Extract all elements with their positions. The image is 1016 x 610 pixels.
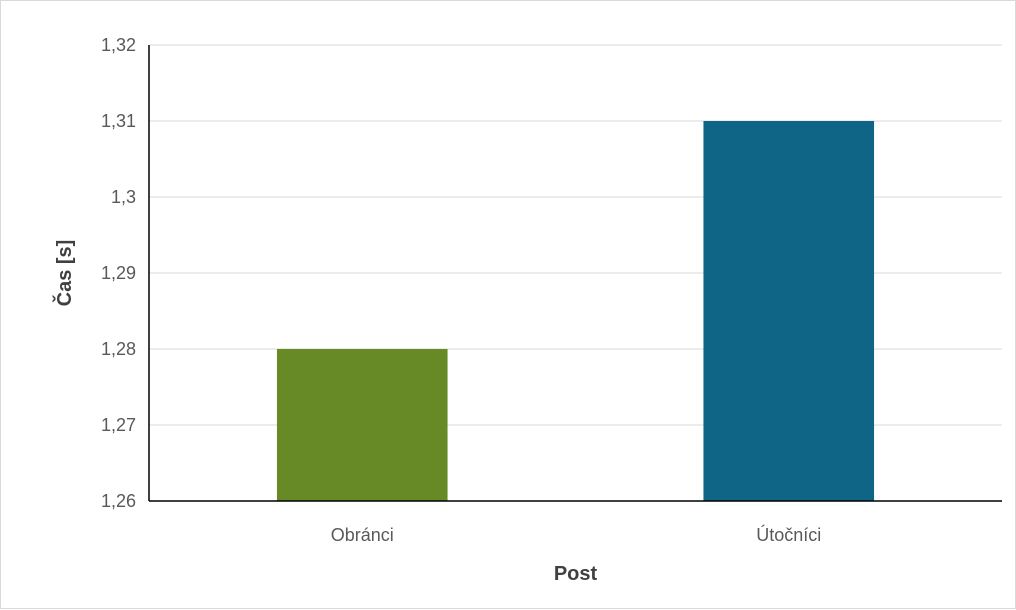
x-axis-title: Post bbox=[554, 563, 598, 585]
y-tick-label: 1,3 bbox=[111, 187, 136, 207]
y-axis-title: Čas [s] bbox=[52, 240, 76, 307]
y-tick-label: 1,27 bbox=[101, 415, 136, 435]
y-tick-label: 1,28 bbox=[101, 339, 136, 359]
y-tick-label: 1,29 bbox=[101, 263, 136, 283]
bar-2 bbox=[703, 121, 875, 501]
y-tick-label: 1,31 bbox=[101, 111, 136, 131]
x-tick-labels: Obránci Útočníci bbox=[331, 524, 822, 545]
x-tick-label: Obránci bbox=[331, 525, 394, 545]
x-tick-label: Útočníci bbox=[756, 524, 821, 545]
y-tick-label: 1,32 bbox=[101, 35, 136, 55]
axes bbox=[148, 45, 1002, 502]
y-tick-labels: 1,26 1,27 1,28 1,29 1,3 1,31 1,32 bbox=[101, 35, 136, 511]
bar-1 bbox=[276, 349, 448, 501]
bars bbox=[276, 121, 875, 501]
y-tick-label: 1,26 bbox=[101, 491, 136, 511]
